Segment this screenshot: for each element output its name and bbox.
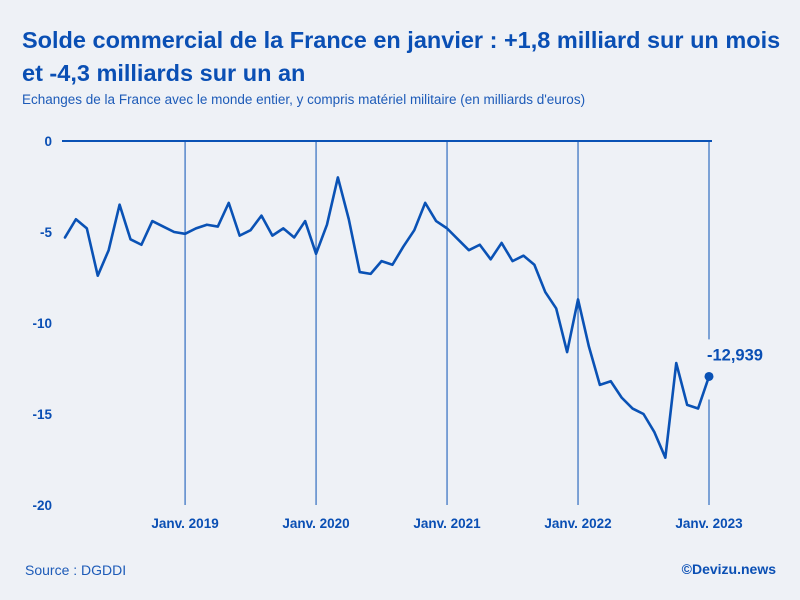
x-tick-label: Janv. 2020 (282, 516, 349, 531)
y-tick-label: -20 (32, 498, 52, 513)
chart-title: Solde commercial de la France en janvier… (22, 27, 781, 86)
x-tick-label: Janv. 2019 (151, 516, 218, 531)
chart-subtitle: Echanges de la France avec le monde enti… (22, 92, 586, 107)
x-tick-label: Janv. 2021 (413, 516, 481, 531)
x-tick-label: Janv. 2022 (544, 516, 611, 531)
y-tick-label: -5 (40, 225, 52, 240)
last-point-marker (704, 371, 714, 381)
y-tick-label: 0 (44, 134, 52, 149)
series-line (63, 176, 711, 459)
credit-logo: ©Devizu.news (681, 561, 776, 577)
x-tick-label: Janv. 2023 (675, 516, 743, 531)
source-note: Source : DGDDI (25, 562, 127, 578)
y-tick-label: -10 (32, 316, 52, 331)
last-point-label: -12,939 (707, 346, 763, 364)
y-tick-label: -15 (32, 407, 52, 422)
